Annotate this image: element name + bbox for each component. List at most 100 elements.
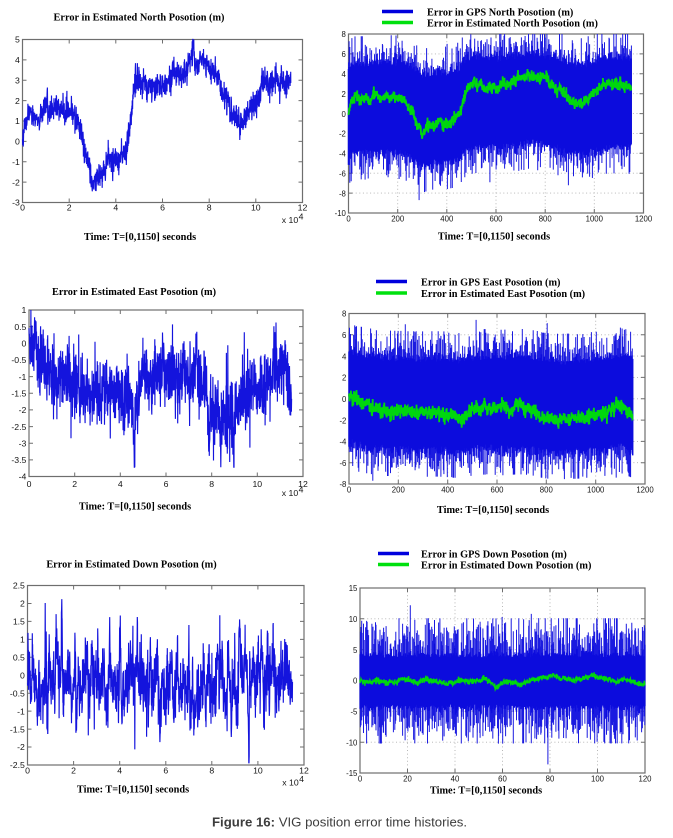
svg-text:-6: -6 (339, 459, 346, 468)
svg-text:-2.5: -2.5 (10, 760, 25, 770)
svg-text:0: 0 (358, 775, 363, 784)
svg-text:1.5: 1.5 (13, 617, 25, 627)
svg-text:-1.5: -1.5 (10, 724, 25, 734)
svg-text:800: 800 (539, 215, 553, 224)
svg-text:10: 10 (252, 479, 262, 489)
svg-text:-6: -6 (339, 169, 346, 178)
svg-text:400: 400 (440, 215, 454, 224)
svg-text:-8: -8 (339, 480, 346, 489)
svg-text:8: 8 (209, 479, 214, 489)
svg-text:4: 4 (118, 479, 123, 489)
svg-text:6: 6 (342, 331, 346, 340)
svg-text:Time: T=[0,1150] seconds: Time: T=[0,1150] seconds (79, 502, 191, 513)
svg-text:-2: -2 (17, 742, 25, 752)
svg-text:Error in GPS Down Posotion (m): Error in GPS Down Posotion (m) (421, 549, 567, 560)
svg-text:0: 0 (22, 339, 27, 349)
svg-text:40: 40 (451, 775, 460, 784)
svg-text:0: 0 (347, 486, 352, 495)
svg-text:12: 12 (298, 479, 308, 489)
svg-text:4: 4 (299, 485, 304, 495)
svg-text:4: 4 (342, 70, 347, 79)
svg-text:0: 0 (342, 110, 347, 119)
svg-text:400: 400 (441, 486, 455, 495)
svg-text:-4: -4 (339, 438, 347, 447)
svg-text:60: 60 (498, 775, 507, 784)
svg-text:-1: -1 (12, 157, 20, 167)
svg-text:5: 5 (353, 646, 358, 655)
svg-text:-3: -3 (19, 438, 27, 448)
svg-text:15: 15 (349, 584, 358, 593)
svg-text:0: 0 (15, 137, 20, 147)
svg-text:800: 800 (540, 486, 554, 495)
svg-text:-5: -5 (350, 708, 358, 717)
svg-text:2: 2 (20, 599, 25, 609)
svg-text:0.5: 0.5 (13, 653, 25, 663)
svg-text:4: 4 (342, 352, 347, 361)
svg-text:-10: -10 (335, 209, 347, 218)
svg-text:1: 1 (22, 305, 27, 315)
svg-text:-2: -2 (339, 130, 346, 139)
svg-text:-4: -4 (339, 150, 347, 159)
svg-text:10: 10 (253, 766, 263, 776)
svg-text:Figure 16: VIG position error: Figure 16: VIG position error time histo… (212, 815, 467, 830)
svg-text:0: 0 (20, 671, 25, 681)
svg-text:x 10: x 10 (282, 215, 299, 225)
svg-text:600: 600 (489, 215, 503, 224)
svg-text:100: 100 (591, 775, 605, 784)
svg-text:5: 5 (15, 35, 20, 45)
svg-text:-4: -4 (19, 472, 27, 482)
svg-text:2.5: 2.5 (13, 581, 25, 591)
svg-text:200: 200 (392, 486, 406, 495)
svg-text:x 10: x 10 (282, 488, 299, 498)
svg-text:0: 0 (20, 203, 25, 213)
svg-text:Error in Estimated North Posot: Error in Estimated North Posotion (m) (54, 13, 225, 24)
svg-text:Error in Estimated Down Posoti: Error in Estimated Down Posotion (m) (421, 560, 591, 571)
svg-text:x 10: x 10 (282, 778, 299, 788)
svg-text:12: 12 (298, 203, 308, 213)
svg-text:8: 8 (207, 203, 212, 213)
svg-text:1: 1 (20, 635, 25, 645)
svg-text:0.5: 0.5 (14, 322, 26, 332)
svg-text:1200: 1200 (636, 486, 654, 495)
svg-text:120: 120 (638, 775, 652, 784)
svg-text:Time: T=[0,1150] seconds: Time: T=[0,1150] seconds (430, 786, 542, 797)
svg-text:-2: -2 (339, 416, 346, 425)
svg-text:-8: -8 (339, 189, 346, 198)
svg-text:6: 6 (164, 479, 169, 489)
svg-text:8: 8 (342, 310, 346, 319)
svg-text:Error in Estimated North Posot: Error in Estimated North Posotion (m) (427, 18, 598, 29)
svg-text:3: 3 (15, 76, 20, 86)
svg-text:20: 20 (403, 775, 412, 784)
svg-text:2: 2 (67, 203, 72, 213)
svg-text:1000: 1000 (587, 486, 605, 495)
svg-text:0: 0 (27, 479, 32, 489)
svg-text:0: 0 (353, 677, 358, 686)
svg-text:-1.5: -1.5 (11, 388, 26, 398)
svg-text:2: 2 (15, 96, 20, 106)
svg-text:4: 4 (299, 212, 304, 222)
svg-text:1000: 1000 (586, 215, 604, 224)
svg-text:10: 10 (251, 203, 261, 213)
svg-text:4: 4 (113, 203, 118, 213)
svg-text:4: 4 (117, 766, 122, 776)
svg-text:Error in GPS North Posotion (m: Error in GPS North Posotion (m) (427, 7, 573, 18)
svg-text:-10: -10 (346, 738, 358, 747)
svg-text:600: 600 (490, 486, 504, 495)
svg-text:0: 0 (25, 766, 30, 776)
svg-text:Error in Estimated East Posoti: Error in Estimated East Posotion (m) (52, 287, 216, 298)
svg-text:-3.5: -3.5 (11, 455, 26, 465)
svg-text:0: 0 (342, 395, 347, 404)
svg-text:6: 6 (160, 203, 165, 213)
svg-text:2: 2 (342, 374, 346, 383)
svg-text:-15: -15 (346, 769, 358, 778)
svg-text:10: 10 (349, 615, 358, 624)
svg-text:Time: T=[0,1150] seconds: Time: T=[0,1150] seconds (437, 505, 549, 516)
svg-text:8: 8 (209, 766, 214, 776)
svg-text:0: 0 (346, 215, 351, 224)
svg-text:-2.5: -2.5 (11, 422, 26, 432)
svg-text:-1: -1 (19, 372, 27, 382)
svg-text:4: 4 (299, 774, 304, 784)
svg-text:-0.5: -0.5 (10, 688, 25, 698)
svg-text:4: 4 (15, 55, 20, 65)
svg-text:-3: -3 (12, 198, 20, 208)
